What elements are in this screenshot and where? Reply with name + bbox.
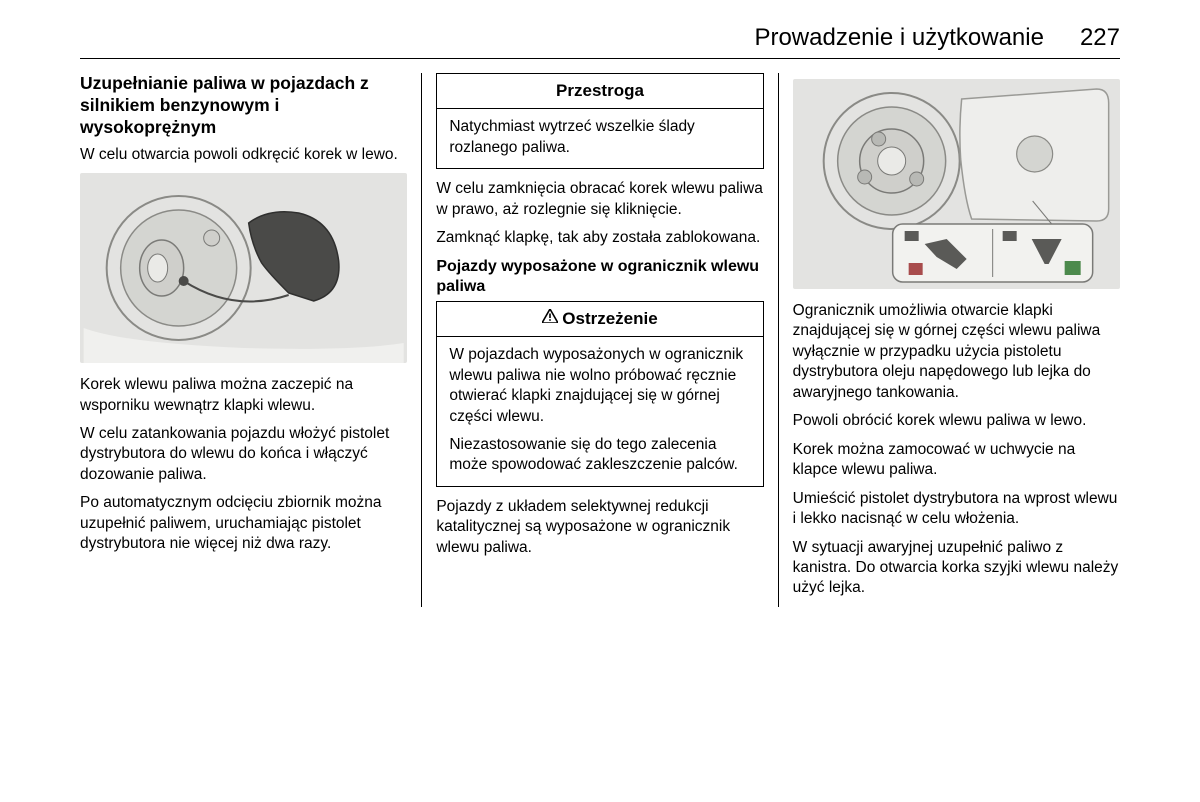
- col1-p4: Po automatycznym odcięciu zbiornik można…: [80, 493, 407, 554]
- col3-p5: W sytuacji awaryjnej uzupełnić paliwo z …: [793, 538, 1120, 599]
- caution-body: Natychmiast wytrzeć wszelkie ślady rozla…: [437, 109, 762, 168]
- col3-p3: Korek można zamocować w uchwycie na klap…: [793, 440, 1120, 481]
- col1-p3: W celu zatankowania pojazdu włożyć pisto…: [80, 424, 407, 485]
- fuel-cap-illustration-1: [80, 173, 407, 363]
- col3-p1: Ogranicznik umożliwia otwarcie klapki zn…: [793, 301, 1120, 403]
- col2-subheading: Pojazdy wyposażone w ogranicznik wlewu p…: [436, 257, 763, 297]
- column-3: Ogranicznik umożliwia otwarcie klapki zn…: [779, 73, 1120, 607]
- page-number: 227: [1080, 24, 1120, 52]
- column-1: Uzupełnianie paliwa w pojazdach z silnik…: [80, 73, 421, 607]
- warning-body: W pojazdach wyposażonych w ogranicznik w…: [437, 337, 762, 486]
- col3-p4: Umieścić pistolet dystrybutora na wprost…: [793, 489, 1120, 530]
- col1-p1: W celu otwarcia powoli odkręcić korek w …: [80, 145, 407, 165]
- warning-text-1: W pojazdach wyposażonych w ogranicznik w…: [449, 345, 750, 427]
- warning-triangle-icon: [542, 309, 558, 327]
- fuel-cap-illustration-2: [793, 79, 1120, 289]
- col1-heading: Uzupełnianie paliwa w pojazdach z silnik…: [80, 73, 407, 139]
- warning-title-text: Ostrzeżenie: [562, 309, 657, 328]
- chapter-title: Prowadzenie i użytkowanie: [754, 24, 1044, 52]
- col2-p1: W celu zamknięcia obracać korek wlewu pa…: [436, 179, 763, 220]
- warning-title: Ostrzeżenie: [437, 302, 762, 337]
- caution-title: Przestroga: [437, 74, 762, 109]
- fuel-cap-svg-1: [80, 173, 407, 363]
- warning-text-2: Niezastosowanie się do tego zalecenia mo…: [449, 435, 750, 476]
- page-header: Prowadzenie i użytkowanie 227: [80, 24, 1120, 59]
- col1-p2: Korek wlewu paliwa można zaczepić na wsp…: [80, 375, 407, 416]
- caution-text: Natychmiast wytrzeć wszelkie ślady rozla…: [449, 117, 750, 158]
- column-2: Przestroga Natychmiast wytrzeć wszelkie …: [422, 73, 777, 607]
- caution-box: Przestroga Natychmiast wytrzeć wszelkie …: [436, 73, 763, 169]
- fuel-cap-svg-2: [793, 79, 1120, 289]
- col2-p3: Pojazdy z układem selektywnej redukcji k…: [436, 497, 763, 558]
- col2-p2: Zamknąć klapkę, tak aby została zablokow…: [436, 228, 763, 248]
- col3-p2: Powoli obrócić korek wlewu paliwa w lewo…: [793, 411, 1120, 431]
- manual-page: Prowadzenie i użytkowanie 227 Uzupełnian…: [0, 0, 1200, 631]
- warning-box: Ostrzeżenie W pojazdach wyposażonych w o…: [436, 301, 763, 487]
- content-columns: Uzupełnianie paliwa w pojazdach z silnik…: [80, 73, 1120, 607]
